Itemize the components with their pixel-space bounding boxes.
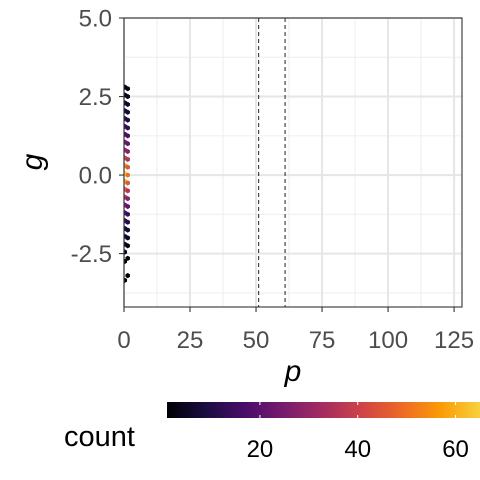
hex-cell xyxy=(125,219,130,225)
hex-cell xyxy=(125,235,130,241)
hex-cell xyxy=(125,180,130,186)
x-tick-label: 0 xyxy=(117,327,130,354)
hex-cell xyxy=(125,86,130,92)
hex-cell xyxy=(124,277,128,283)
hex-cell xyxy=(125,172,130,178)
hex-cell xyxy=(125,156,130,162)
hex-cell xyxy=(125,117,130,123)
y-tick-label: 2.5 xyxy=(79,84,112,111)
x-tick-label: 50 xyxy=(243,327,270,354)
hex-cell xyxy=(125,272,130,279)
x-tick-label: 75 xyxy=(309,327,336,354)
x-tick-label: 100 xyxy=(368,327,408,354)
y-axis-label: g xyxy=(16,153,49,170)
plot-panel xyxy=(124,18,462,307)
colorbar-tick-label: 60 xyxy=(442,436,469,463)
plot-border xyxy=(123,17,463,308)
hex-cell xyxy=(125,203,130,210)
hex-cell xyxy=(125,93,130,100)
hex-cell xyxy=(124,258,128,265)
colorbar xyxy=(167,402,480,418)
x-axis-ticks: 0 25 50 75 100 125 xyxy=(117,307,474,354)
colorbar-tick-label: 40 xyxy=(344,436,371,463)
hex-cell xyxy=(124,249,128,255)
hex-cell xyxy=(125,243,130,249)
hex-cell xyxy=(125,109,130,115)
hex-cell xyxy=(125,255,130,261)
y-axis-ticks: -2.5 0.0 2.5 5.0 xyxy=(71,6,124,268)
hex-cell xyxy=(125,141,130,147)
hex-cells xyxy=(124,84,130,283)
x-tick-label: 25 xyxy=(177,327,204,354)
x-axis-label: p xyxy=(284,355,302,388)
reference-lines xyxy=(258,18,286,307)
hex-cell xyxy=(125,196,130,202)
grid-lines xyxy=(123,17,462,307)
y-tick-label: 5.0 xyxy=(79,6,112,33)
y-tick-label: -2.5 xyxy=(71,241,112,268)
hex-cell xyxy=(125,125,130,131)
hex-cell xyxy=(125,148,130,155)
y-tick-label: 0.0 xyxy=(79,163,112,190)
x-tick-label: 125 xyxy=(434,327,474,354)
hex-cell xyxy=(125,101,130,107)
hex-cell xyxy=(125,227,130,233)
hex-cell xyxy=(125,164,130,170)
colorbar-ticks: 20 40 60 xyxy=(247,402,469,463)
colorbar-tick-label: 20 xyxy=(247,436,274,463)
hex-cell xyxy=(125,133,130,139)
hex-cell xyxy=(125,188,130,194)
legend-title: count xyxy=(64,421,135,453)
hex-cell xyxy=(125,211,130,217)
